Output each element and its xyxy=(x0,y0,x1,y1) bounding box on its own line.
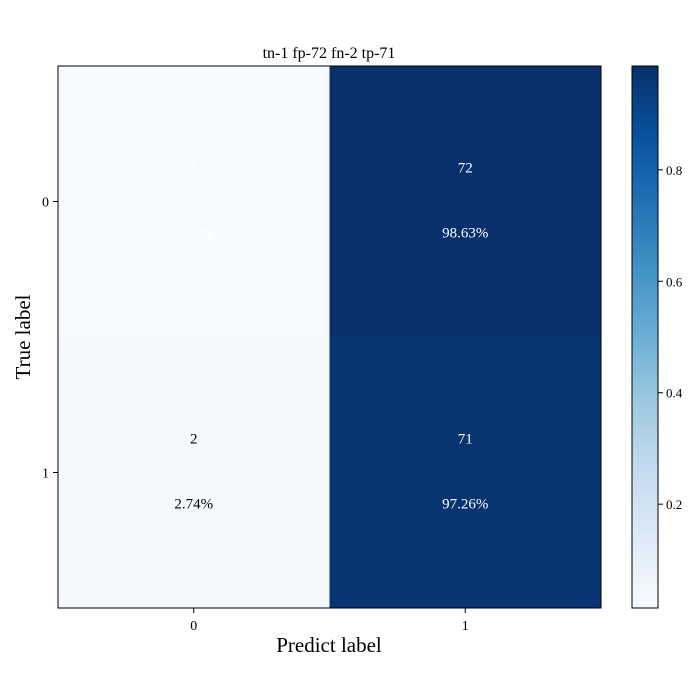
cell-percent-label: 97.26% xyxy=(442,497,488,513)
matrix-cell-r0-c0 xyxy=(58,66,330,337)
x-tick-label: 0 xyxy=(190,619,197,634)
matrix-cell-r0-c1 xyxy=(329,66,601,337)
matrix-cell-r1-c0 xyxy=(58,337,330,608)
x-axis-label: Predict label xyxy=(276,633,382,657)
cell-count-label: 72 xyxy=(458,161,473,177)
colorbar-ticks: 0.2 0.4 0.6 0.8 xyxy=(658,163,683,512)
colorbar-tick-label: 0.8 xyxy=(666,163,682,178)
cell-count-label: 71 xyxy=(458,432,473,448)
matrix-cells: 1 1.37% 72 98.63% 2 2.74% 71 97.26% xyxy=(58,66,601,608)
x-tick-label: 1 xyxy=(462,619,469,634)
colorbar-tick-label: 0.6 xyxy=(666,274,683,289)
cell-percent-label: 2.74% xyxy=(174,497,213,513)
cell-count-label: 2 xyxy=(190,432,198,448)
cell-count-label: 1 xyxy=(190,161,198,177)
cell-percent-label: 1.37% xyxy=(174,226,213,242)
y-tick-label: 1 xyxy=(42,467,49,482)
y-axis-ticks: 01 xyxy=(42,196,58,482)
colorbar xyxy=(631,65,659,609)
colorbar-tick-label: 0.2 xyxy=(666,497,682,512)
y-axis-label: True label xyxy=(11,294,35,379)
matrix-cell-r1-c1 xyxy=(329,337,601,608)
colorbar-tick-label: 0.4 xyxy=(666,386,683,401)
y-tick-label: 0 xyxy=(42,196,49,211)
matrix-frame xyxy=(57,65,602,609)
cell-percent-label: 98.63% xyxy=(442,226,488,242)
chart-title: tn-1 fp-72 fn-2 tp-71 xyxy=(263,45,396,62)
